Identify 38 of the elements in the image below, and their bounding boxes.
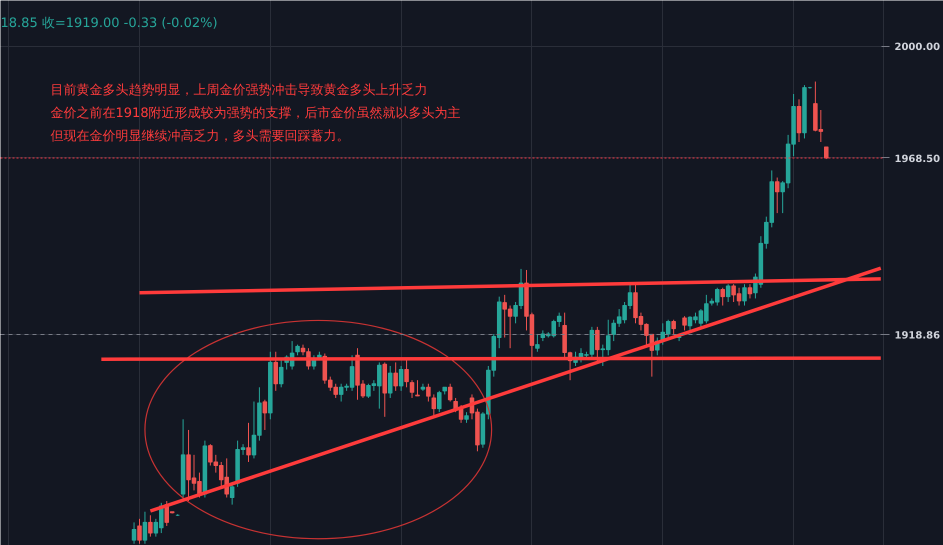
- candlestick: [748, 284, 752, 299]
- candlestick: [464, 412, 469, 424]
- candlestick: [426, 383, 431, 402]
- candlestick: [273, 351, 278, 392]
- candlestick: [720, 287, 725, 306]
- candlestick: [437, 390, 442, 413]
- candlestick: [398, 365, 404, 392]
- candlestick: [137, 518, 142, 544]
- candlestick: [404, 358, 409, 388]
- annotation: 18.85 收=1919.00 -0.33 (-0.02%): [0, 16, 218, 31]
- candlestick: [246, 422, 251, 462]
- annotation: 但现在金价明显继续冲高乏力，多头需要回踩蓄力。: [50, 128, 350, 144]
- candlestick: [393, 362, 398, 392]
- annotation: 目前黄金多头趋势明显，上周金价强势冲击导致黄金多头上升乏力: [50, 83, 428, 98]
- y-tick-label: 1968.50: [894, 154, 940, 165]
- candlestick: [448, 383, 452, 402]
- candlestick: [535, 333, 540, 352]
- candlestick: [824, 146, 829, 160]
- candlestick: [726, 284, 730, 302]
- candlestick: [774, 177, 780, 214]
- candlestick: [262, 399, 268, 430]
- candlestick: [148, 514, 153, 538]
- y-tick-label: 2000.00: [894, 42, 940, 54]
- y-tick-label: 1918.86: [894, 330, 940, 342]
- candlestick: [230, 482, 234, 506]
- candlestick: [458, 404, 464, 424]
- candlestick: [295, 344, 300, 356]
- candlestick: [432, 394, 436, 416]
- candlestick: [415, 380, 420, 397]
- candlestick: [132, 522, 136, 544]
- candlestick: [410, 380, 414, 398]
- candlestick: [682, 316, 687, 331]
- annotation: 金价之前在1918附近形成较为强势的支撑，后市金价虽然就以多头为主: [50, 105, 461, 121]
- candlestick: [671, 319, 676, 334]
- candlestick: [388, 365, 392, 398]
- candlestick: [278, 358, 284, 388]
- candlestick: [142, 511, 148, 544]
- candlestick: [742, 284, 747, 306]
